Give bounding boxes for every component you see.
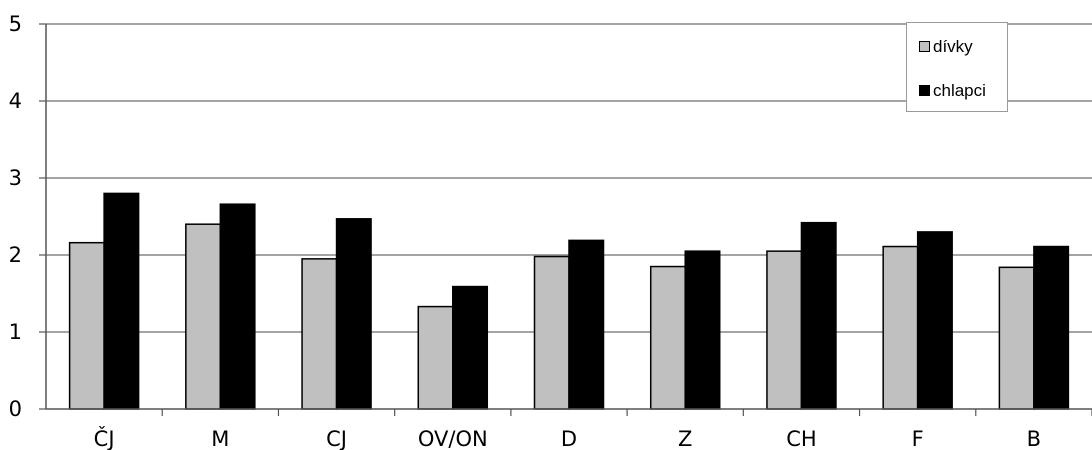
bar-chlapci-3: [453, 287, 488, 409]
bar-chlapci-0: [104, 193, 139, 409]
y-tick-label: 2: [9, 243, 22, 267]
x-tick-label: M: [211, 427, 229, 450]
x-tick-label: ČJ: [94, 426, 115, 450]
y-tick-label: 4: [9, 89, 22, 113]
bar-divky-2: [302, 259, 337, 409]
y-tick-label: 1: [9, 320, 22, 344]
legend-item-divky: dívky: [919, 38, 973, 55]
bar-divky-6: [767, 251, 802, 409]
legend: dívky chlapci: [906, 22, 1008, 112]
bar-divky-4: [535, 257, 570, 409]
x-tick-labels: ČJ M CJ OV/ON D Z CH F B: [94, 426, 1041, 450]
legend-label-chlapci: chlapci: [933, 82, 986, 99]
bar-chlapci-2: [337, 219, 372, 409]
bar-chlapci-6: [801, 223, 836, 409]
y-tick-label: 3: [9, 166, 22, 190]
x-tick-label: Z: [678, 427, 692, 450]
x-tick-label: CJ: [326, 427, 347, 450]
bar-chlapci-7: [918, 232, 953, 409]
bar-divky-0: [70, 243, 105, 409]
x-tick-label: CH: [786, 427, 816, 450]
legend-item-chlapci: chlapci: [919, 82, 986, 99]
x-tick-label: F: [912, 427, 924, 450]
bar-chlapci-8: [1034, 247, 1069, 409]
bar-chlapci-4: [569, 240, 604, 409]
legend-swatch-chlapci: [919, 85, 930, 96]
x-tick-label: D: [561, 427, 577, 450]
bar-divky-8: [999, 267, 1034, 409]
x-tick-label: B: [1027, 427, 1041, 450]
bar-divky-7: [883, 247, 918, 409]
bar-chlapci-5: [685, 251, 720, 409]
bar-divky-1: [186, 224, 221, 409]
y-tick-label: 0: [9, 397, 22, 421]
bar-divky-5: [651, 267, 686, 409]
legend-label-divky: dívky: [933, 38, 973, 55]
y-tick-label: 5: [9, 12, 22, 36]
x-tick-label: OV/ON: [418, 427, 488, 450]
bar-chlapci-1: [220, 204, 255, 409]
legend-swatch-divky: [919, 41, 930, 52]
bar-divky-3: [418, 307, 453, 409]
bars: [70, 193, 1069, 409]
y-tick-labels: 0 1 2 3 4 5: [9, 12, 22, 421]
